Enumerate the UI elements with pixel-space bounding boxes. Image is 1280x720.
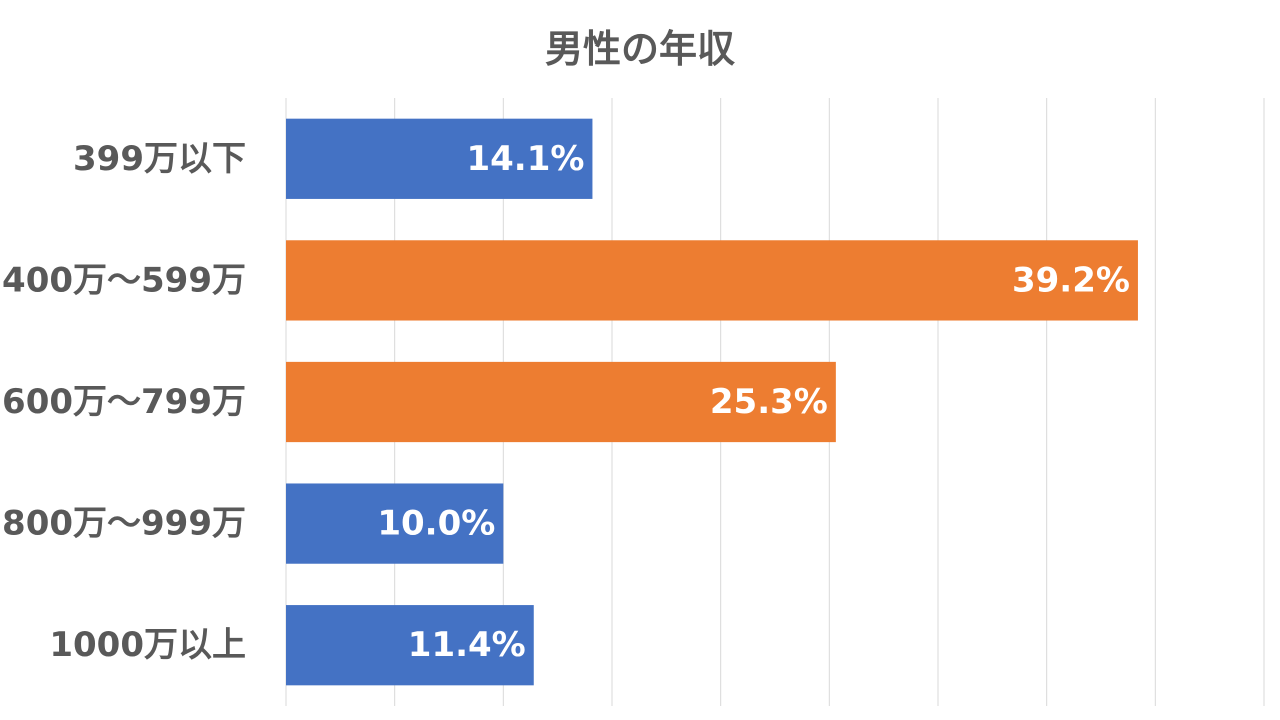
bar	[286, 118, 593, 199]
bar	[286, 483, 504, 564]
chart-title: 男性の年収	[544, 27, 735, 71]
data-label: 11.4%	[408, 625, 526, 665]
bar	[286, 240, 1138, 321]
category-label: 800万～999万	[2, 504, 246, 544]
data-label: 39.2%	[1012, 260, 1130, 300]
bars	[286, 118, 1138, 686]
bar	[286, 361, 836, 443]
bar	[286, 605, 534, 686]
category-label: 600万～799万	[2, 382, 246, 422]
category-labels: 399万以下 400万～599万 600万～799万 800万～999万 1000万以上	[2, 139, 246, 665]
data-label: 10.0%	[377, 504, 495, 544]
data-label: 14.1%	[466, 139, 584, 179]
category-label: 1000万以上	[49, 625, 246, 665]
data-label: 25.3%	[710, 382, 828, 422]
category-label: 400万～599万	[2, 260, 246, 300]
data-labels: 14.1% 39.2% 25.3% 10.0% 11.4%	[377, 139, 1130, 665]
category-label: 399万以下	[73, 139, 246, 179]
